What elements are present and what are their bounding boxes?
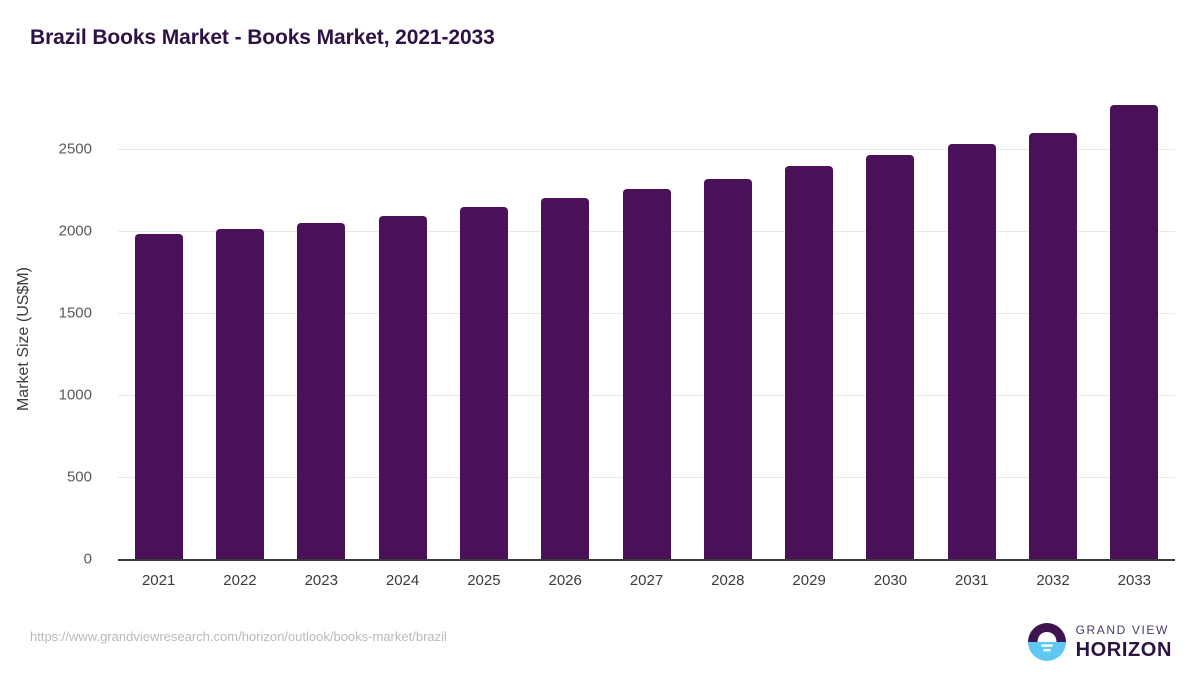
bar-2027[interactable] <box>622 189 671 559</box>
bar-2024[interactable] <box>378 215 427 559</box>
bar-2021[interactable] <box>134 234 183 559</box>
x-axis-tick-label-2021: 2021 <box>141 572 176 589</box>
x-axis-tick-label-2033: 2033 <box>1117 572 1152 589</box>
x-axis-tick-label-2026: 2026 <box>548 572 582 589</box>
logo-wordmark: GRAND VIEW HORIZON <box>1076 624 1172 660</box>
y-axis-tick-label: 1000 <box>58 386 92 404</box>
horizon-circle-icon <box>1027 623 1066 661</box>
x-axis-tick-label-2025: 2025 <box>467 572 501 589</box>
bar-2033[interactable] <box>1110 104 1159 559</box>
x-axis-tick-label-2022: 2022 <box>223 572 257 589</box>
bars-group <box>118 100 1175 559</box>
logo-bottom-text: HORIZON <box>1075 639 1172 661</box>
x-axis-tick-label-2032: 2032 <box>1036 572 1070 589</box>
y-axis-tick-label: 2000 <box>58 222 92 240</box>
x-axis-tick-label-2023: 2023 <box>304 572 338 589</box>
bar-2031[interactable] <box>947 144 996 559</box>
y-axis-tick-label: 0 <box>83 550 92 568</box>
y-axis-title: Market Size (US$M) <box>15 266 32 412</box>
logo-top-text: GRAND VIEW <box>1075 623 1169 637</box>
x-axis-tick-label-2031: 2031 <box>955 572 989 589</box>
y-axis-tick-label: 1500 <box>58 304 92 322</box>
x-axis-tick-label-2030: 2030 <box>873 572 908 589</box>
x-axis-tick-label-2029: 2029 <box>792 572 826 589</box>
bar-2022[interactable] <box>215 228 264 559</box>
bar-2023[interactable] <box>297 222 346 559</box>
y-axis-tick-label: 2500 <box>58 140 92 158</box>
x-axis-tick-label-2027: 2027 <box>629 572 664 589</box>
x-axis-tick-label-2024: 2024 <box>385 572 420 589</box>
bar-2029[interactable] <box>785 166 834 559</box>
x-axis-tick-label-2028: 2028 <box>711 572 745 589</box>
gridline <box>118 149 1175 151</box>
bar-2028[interactable] <box>703 178 752 559</box>
source-url[interactable]: https://www.grandviewresearch.com/horizo… <box>30 629 447 644</box>
y-axis-tick-label: 500 <box>66 468 92 486</box>
brand-logo: GRAND VIEW HORIZON <box>1027 620 1172 664</box>
bar-2030[interactable] <box>866 154 915 559</box>
page-title: Brazil Books Market - Books Market, 2021… <box>30 26 495 49</box>
bar-2032[interactable] <box>1029 132 1078 559</box>
bar-2025[interactable] <box>459 207 508 559</box>
bar-2026[interactable] <box>541 198 590 559</box>
x-axis-line <box>118 559 1175 561</box>
